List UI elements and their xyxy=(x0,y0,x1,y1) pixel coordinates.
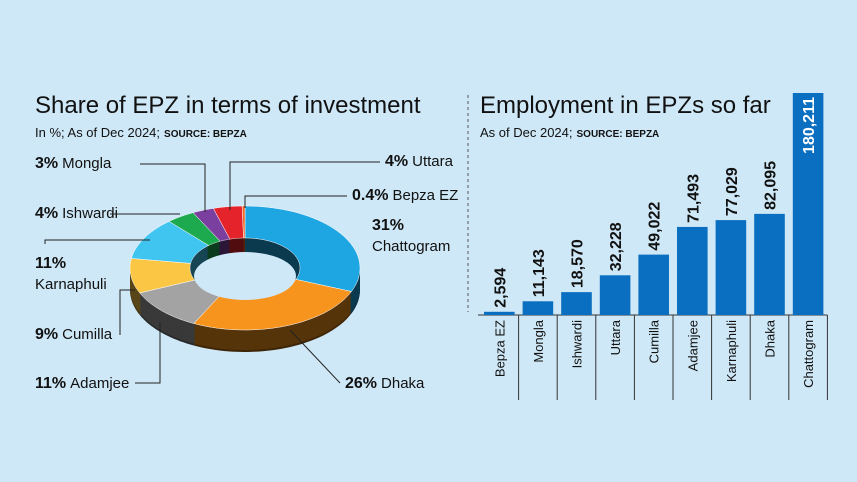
leader-line xyxy=(289,329,341,384)
bar xyxy=(792,93,824,315)
bar xyxy=(677,226,708,315)
bar-subtitle: As of Dec 2024; xyxy=(480,125,573,140)
value-label: 4% xyxy=(35,205,58,222)
value-label: 180,211 xyxy=(801,97,818,154)
x-tick-label: Bepza EZ xyxy=(492,320,507,377)
leader-line xyxy=(119,289,135,335)
value-label: 2,594 xyxy=(492,268,509,308)
x-tick-label: Dhaka xyxy=(763,319,778,357)
bar xyxy=(599,275,631,315)
category-label: Dhaka xyxy=(381,375,425,392)
slice xyxy=(241,205,246,239)
bar-source: SOURCE: BEPZA xyxy=(577,129,660,140)
value-label: 71,493 xyxy=(685,174,702,223)
bar xyxy=(561,292,592,315)
value-label: 32,228 xyxy=(608,222,625,271)
value-label: 26% xyxy=(345,375,377,392)
value-label: 11% xyxy=(35,375,66,392)
bar-title: Employment in EPZs so far xyxy=(480,92,771,119)
bar xyxy=(638,254,669,315)
value-label: 49,022 xyxy=(647,202,664,251)
leader-line xyxy=(244,195,347,208)
category-label: Bepza EZ xyxy=(392,187,458,204)
donut-hole xyxy=(194,252,296,300)
category-label: Karnaphuli xyxy=(35,276,107,293)
x-tick-label: Cumilla xyxy=(647,319,662,363)
leader-line xyxy=(140,163,206,212)
leader-line xyxy=(135,322,161,384)
x-tick-label: Ishwardi xyxy=(570,320,585,369)
value-label: 0.4% xyxy=(352,187,388,204)
category-label: Chattogram xyxy=(372,238,450,255)
pie-subtitle: In %; As of Dec 2024; xyxy=(35,125,160,140)
value-label: 82,095 xyxy=(763,161,780,210)
category-label: Cumilla xyxy=(62,326,113,343)
x-tick-label: Karnaphuli xyxy=(724,320,739,382)
value-label: 31% xyxy=(372,217,404,234)
value-label: 11,143 xyxy=(531,249,548,297)
x-tick-label: Mongla xyxy=(531,319,546,362)
bar xyxy=(754,213,785,315)
x-tick-label: Adamjee xyxy=(685,320,700,371)
value-label: 11% xyxy=(35,255,66,272)
value-label: 18,570 xyxy=(570,239,587,288)
category-label: Uttara xyxy=(412,153,454,170)
bar xyxy=(484,311,515,315)
category-label: Mongla xyxy=(62,155,112,172)
x-tick-label: Chattogram xyxy=(801,320,816,388)
x-tick-label: Uttara xyxy=(608,319,623,355)
pie-source: SOURCE: BEPZA xyxy=(164,129,247,140)
leader-line xyxy=(44,239,150,244)
value-label: 9% xyxy=(35,326,58,343)
category-label: Adamjee xyxy=(70,375,129,392)
value-label: 77,029 xyxy=(724,167,741,216)
value-label: 4% xyxy=(385,153,408,170)
leader-line xyxy=(229,161,380,210)
category-label: Ishwardi xyxy=(62,205,118,222)
value-label: 3% xyxy=(35,155,58,172)
bar xyxy=(522,301,554,315)
pie-title: Share of EPZ in terms of investment xyxy=(35,92,421,119)
bar xyxy=(715,220,747,315)
